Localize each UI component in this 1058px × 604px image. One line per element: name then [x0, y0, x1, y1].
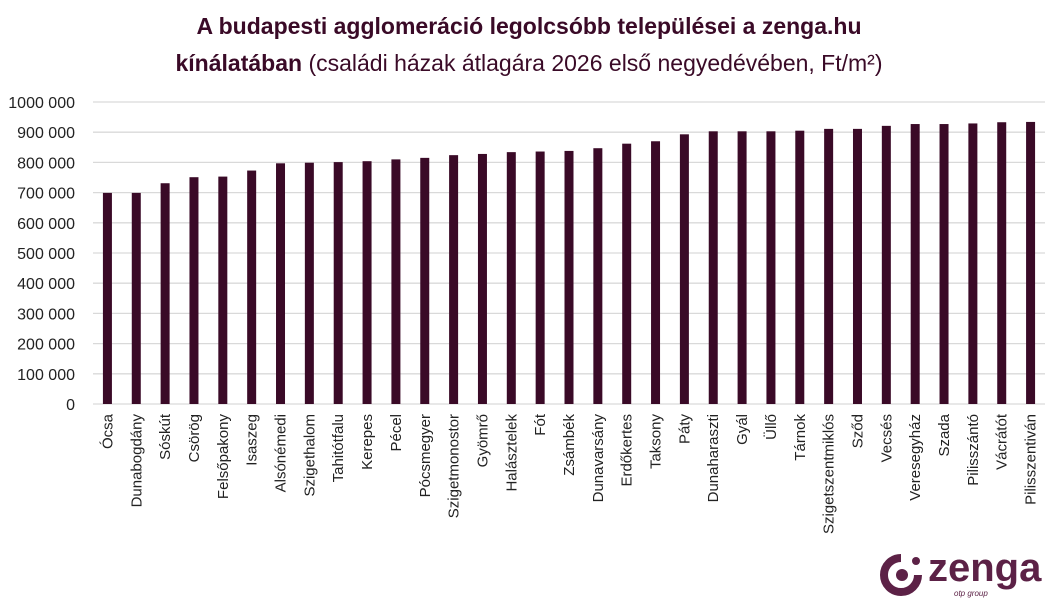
- bar: [766, 131, 776, 404]
- x-tick-label: Erdőkertes: [619, 414, 636, 487]
- bar: [276, 163, 286, 404]
- y-tick-label: 1000 000: [8, 95, 75, 112]
- bar: [564, 150, 574, 404]
- chart-subtitle: (családi házak átlagára 2026 első negyed…: [308, 50, 883, 76]
- x-tick-label: Sóskút: [157, 413, 174, 460]
- bar: [997, 122, 1007, 404]
- x-tick-label: Ócsa: [99, 413, 116, 449]
- bar: [247, 170, 257, 404]
- bar: [477, 153, 487, 404]
- bar: [449, 155, 459, 404]
- y-tick-label: 900 000: [17, 125, 75, 142]
- x-tick-label: Kerepes: [359, 414, 376, 470]
- bar: [795, 130, 805, 404]
- bar: [535, 151, 545, 404]
- x-tick-label: Pécel: [388, 414, 405, 452]
- bar: [506, 152, 516, 404]
- bar: [189, 177, 199, 404]
- bar: [939, 124, 949, 405]
- bar: [102, 192, 112, 404]
- zenga-logo: zenga otp group: [878, 546, 1058, 604]
- bar: [824, 128, 834, 405]
- x-tick-label: Pócsmegyer: [417, 414, 434, 497]
- x-tick-label: Tárnok: [792, 414, 809, 461]
- bar: [708, 131, 718, 404]
- zenga-logo-sub: otp group: [954, 589, 988, 598]
- bar: [968, 123, 978, 404]
- y-tick-label: 200 000: [17, 337, 75, 354]
- x-tick-label: Vecsés: [878, 414, 895, 462]
- bar: [593, 148, 603, 404]
- chart-title: A budapesti agglomeráció legolcsóbb tele…: [196, 13, 862, 39]
- x-tick-label: Veresegyház: [907, 414, 924, 501]
- bar: [160, 183, 170, 404]
- bar: [622, 143, 632, 404]
- y-tick-label: 0: [66, 397, 75, 414]
- y-tick-label: 700 000: [17, 186, 75, 203]
- zenga-logo-icon: [880, 554, 922, 596]
- bar: [852, 128, 862, 405]
- y-tick-label: 300 000: [17, 306, 75, 323]
- x-tick-label: Taksony: [648, 414, 665, 470]
- x-tick-label: Alsónémedi: [273, 414, 290, 492]
- x-tick-label: Vácrátót: [994, 413, 1011, 470]
- y-tick-label: 500 000: [17, 246, 75, 263]
- y-tick-label: 400 000: [17, 276, 75, 293]
- bar: [333, 162, 343, 404]
- chart-subtitle-line: kínálatában (családi házak átlagára 2026…: [0, 50, 1058, 77]
- x-tick-label: Fót: [532, 413, 549, 436]
- x-tick-label: Szigetszentmiklós: [821, 414, 838, 534]
- bar: [420, 157, 430, 404]
- bar: [362, 161, 372, 404]
- x-tick-label: Szada: [936, 413, 953, 456]
- y-tick-label: 800 000: [17, 155, 75, 172]
- bar: [651, 141, 661, 404]
- x-tick-label: Csörög: [186, 414, 203, 462]
- x-tick-label: Szigetmonostor: [446, 414, 463, 518]
- x-tick-label: Isaszeg: [244, 414, 261, 466]
- x-tick-label: Halásztelek: [503, 414, 520, 492]
- x-tick-label: Páty: [676, 414, 693, 445]
- x-tick-label: Zsámbék: [561, 414, 578, 476]
- x-tick-label: Sződ: [849, 414, 866, 448]
- x-tick-label: Üllő: [762, 414, 780, 440]
- bar: [1026, 121, 1036, 404]
- bar: [131, 192, 141, 404]
- bar: [910, 124, 920, 405]
- chart-title-line2: kínálatában: [175, 50, 303, 76]
- x-tick-label: Tahitótfalu: [330, 414, 347, 482]
- bar: [881, 125, 891, 404]
- bar: [304, 162, 314, 404]
- x-tick-label: Felsőpakony: [215, 414, 232, 500]
- bar: [218, 176, 228, 404]
- bar: [391, 159, 401, 404]
- x-tick-label: Gyömrő: [474, 414, 491, 467]
- x-tick-label: Gyál: [734, 414, 751, 445]
- y-tick-label: 600 000: [17, 216, 75, 233]
- bar: [737, 131, 747, 404]
- x-tick-label: Dunabogdány: [128, 414, 145, 508]
- y-tick-label: 100 000: [17, 367, 75, 384]
- bar: [679, 134, 689, 404]
- x-tick-label: Pilisszentiván: [1023, 414, 1040, 505]
- x-tick-label: Pilisszántó: [965, 414, 982, 486]
- x-tick-label: Dunavarsány: [590, 414, 607, 503]
- zenga-logo-text: zenga: [928, 546, 1042, 590]
- x-tick-label: Szigethalom: [301, 414, 318, 497]
- x-tick-label: Dunaharaszti: [705, 414, 722, 502]
